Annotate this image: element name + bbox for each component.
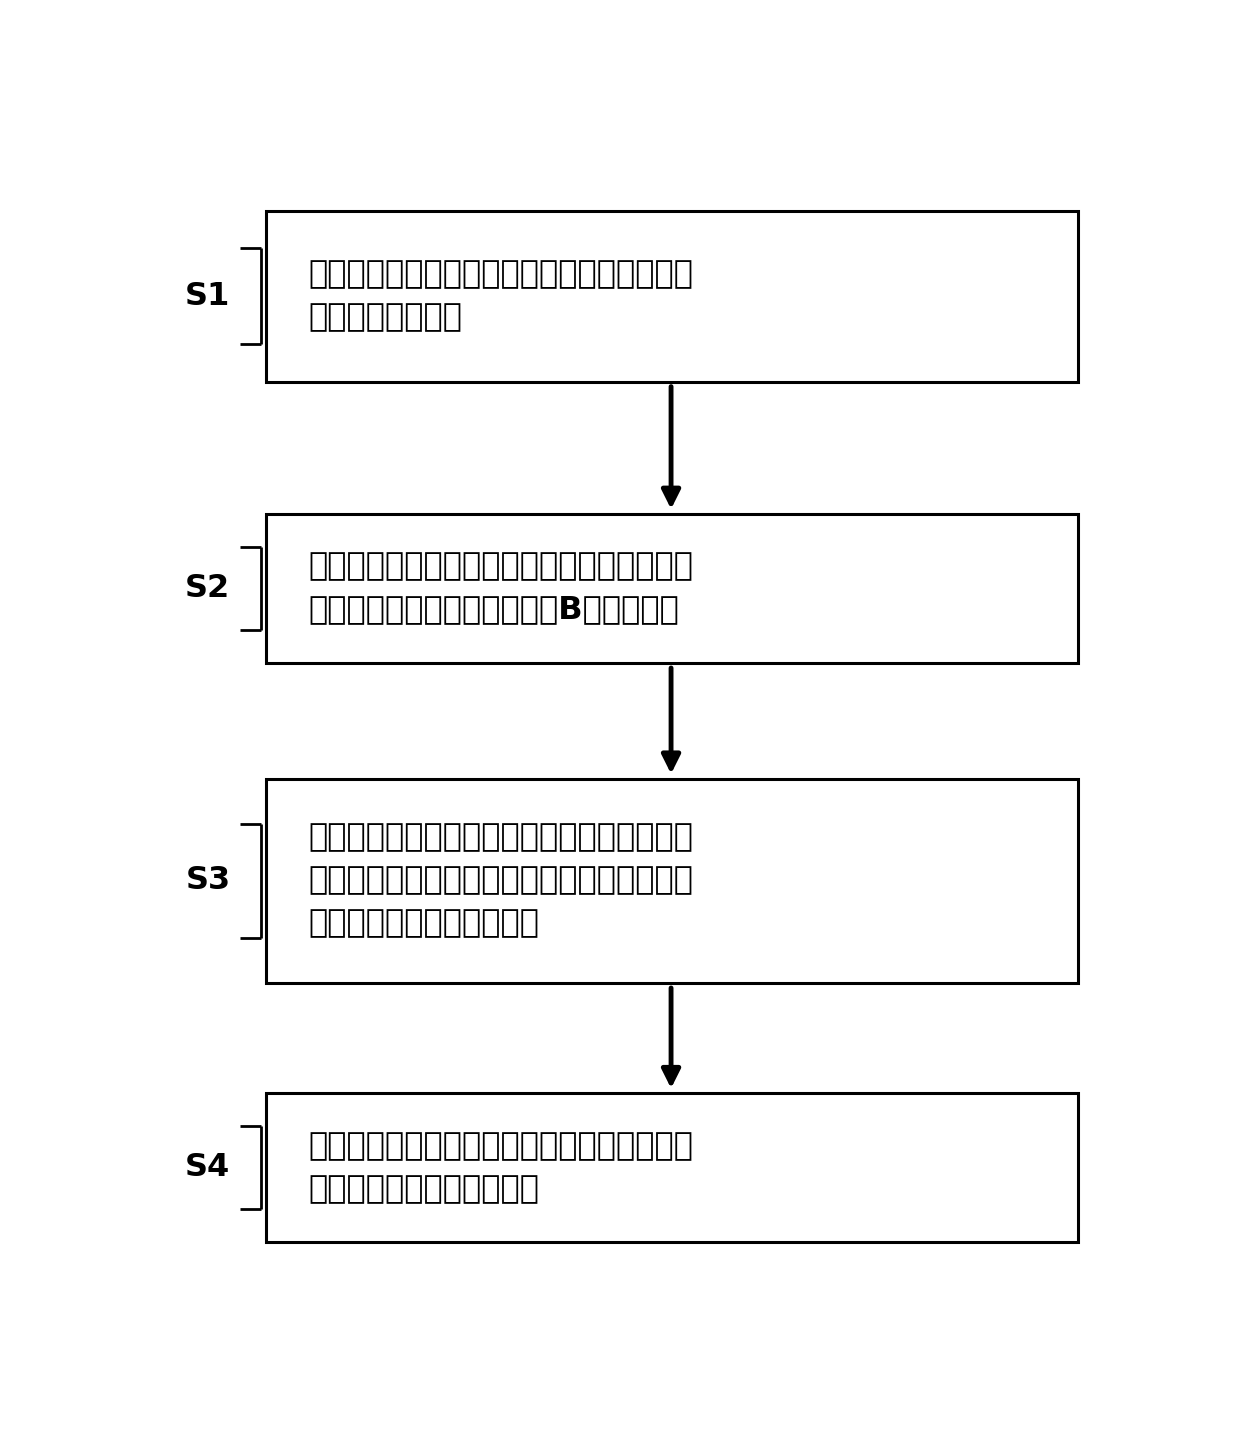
Text: 建立动态障碍物模型，规划一条连接起点和终
点的直线段路径；: 建立动态障碍物模型，规划一条连接起点和终 点的直线段路径； [309, 259, 693, 332]
Text: 更新管制点组和曲线，并根据无人机的曲率约
束和安全约束微调管制点。: 更新管制点组和曲线，并根据无人机的曲率约 束和安全约束微调管制点。 [309, 1131, 693, 1205]
Bar [265, 514, 1078, 663]
Text: S3: S3 [185, 866, 231, 897]
Text: S2: S2 [185, 573, 231, 603]
Text: S4: S4 [185, 1152, 231, 1184]
Bar [265, 780, 1078, 983]
Text: S1: S1 [185, 281, 231, 311]
Text: 以直线段之间的交点为管制点，直线段路径为
控制多边形，绘制准均匀三次B样条曲线；: 以直线段之间的交点为管制点，直线段路径为 控制多边形，绘制准均匀三次B样条曲线； [309, 552, 693, 625]
Bar [265, 211, 1078, 381]
Text: 找出与障碍物相交的曲线段以及相交曲线段所
对应直线段，在对应直线段上添加控制点，调
整曲线使其通过该控制点；: 找出与障碍物相交的曲线段以及相交曲线段所 对应直线段，在对应直线段上添加控制点，… [309, 823, 693, 940]
Bar [265, 1093, 1078, 1242]
